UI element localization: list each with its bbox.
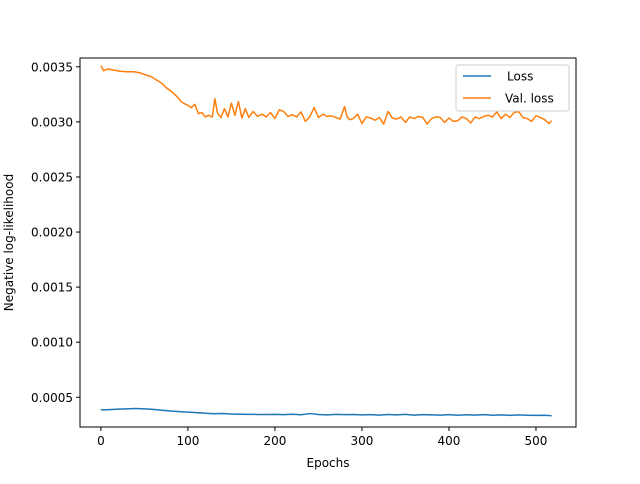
x-axis-label: Epochs [307, 456, 350, 470]
legend: Loss Val. loss [455, 64, 570, 112]
plot-frame [79, 57, 577, 428]
legend-label-loss: Loss [507, 70, 533, 84]
x-tick-label: 200 [263, 434, 286, 448]
series-layer [100, 65, 553, 417]
y-tick-label: 0.0005 [31, 391, 73, 405]
y-tick-label: 0.0020 [31, 226, 73, 240]
y-axis-label: Negative log-likelihood [2, 174, 16, 311]
x-tick-label: 400 [438, 434, 461, 448]
y-tick-label: 0.0030 [31, 115, 73, 129]
x-tick-label: 0 [97, 434, 105, 448]
series-line-val-loss [100, 65, 553, 125]
series-line-loss [100, 407, 552, 417]
x-axis-ticks: 0 100 200 300 400 500 [97, 427, 547, 448]
y-tick-label: 0.0010 [31, 336, 73, 350]
y-tick-label: 0.0035 [31, 60, 73, 74]
y-tick-label: 0.0025 [31, 170, 73, 184]
legend-label-val-loss: Val. loss [505, 92, 554, 106]
x-tick-label: 500 [525, 434, 548, 448]
y-axis-ticks: 0.0005 0.0010 0.0015 0.0020 0.0025 0.0030 0.00… [31, 60, 80, 405]
x-tick-label: 300 [350, 434, 373, 448]
x-tick-label: 100 [176, 434, 199, 448]
y-tick-label: 0.0015 [31, 281, 73, 295]
